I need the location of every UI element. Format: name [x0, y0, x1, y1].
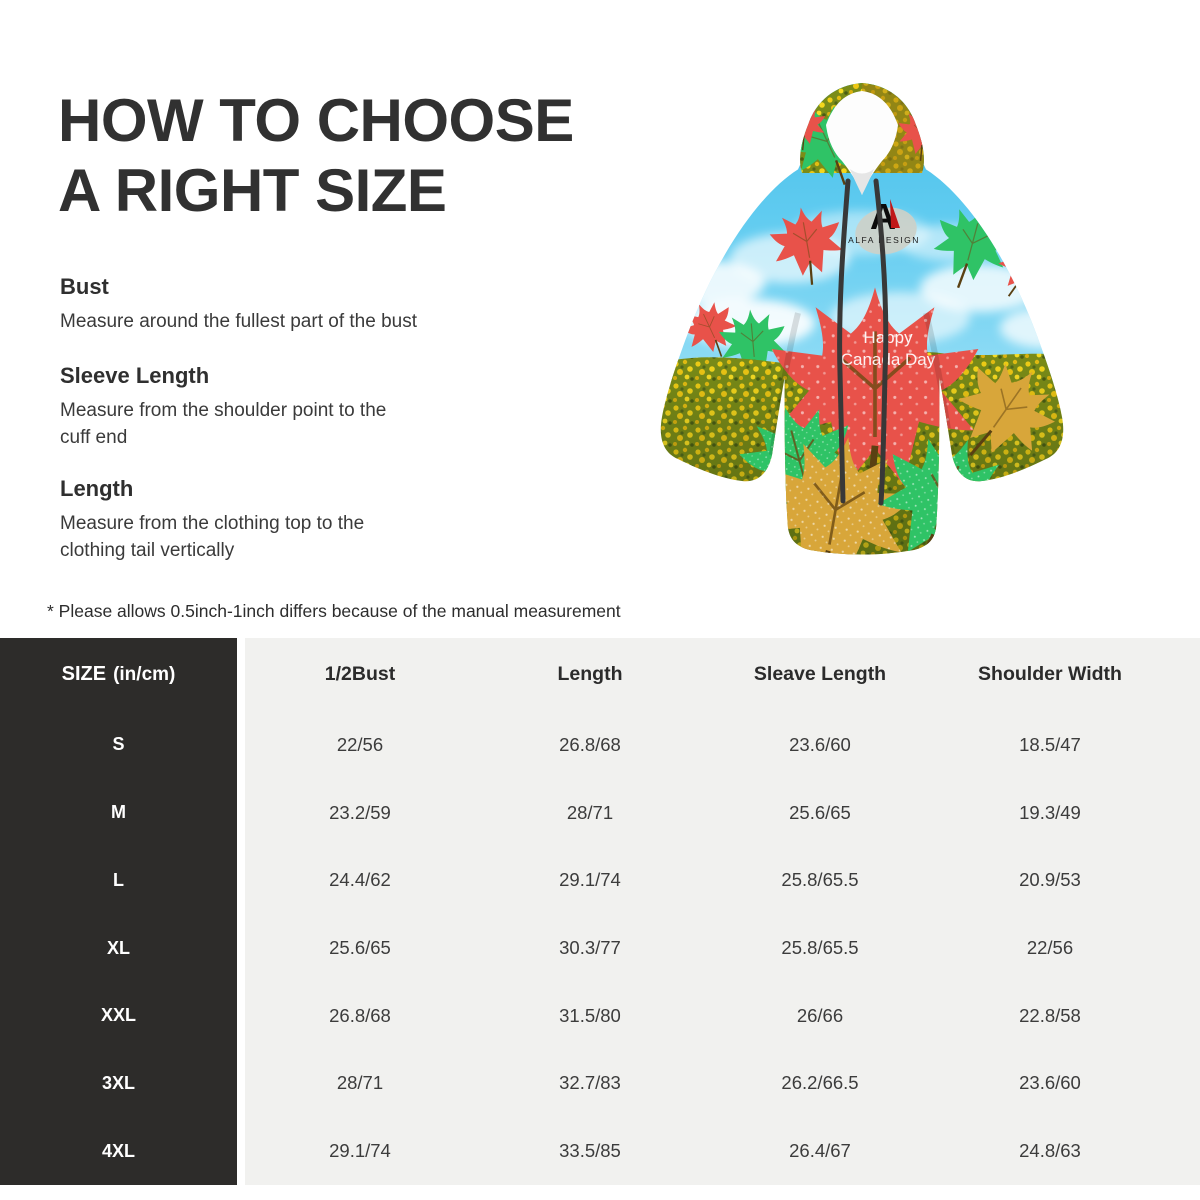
- drawstring-left: [837, 178, 851, 504]
- measurement-section: Sleeve Length Measure from the shoulder …: [60, 363, 386, 451]
- section-heading: Bust: [60, 274, 109, 299]
- section-heading: Sleeve Length: [60, 363, 210, 388]
- size-label: 4XL: [101, 1140, 135, 1161]
- size-value: 22.8/58: [1019, 1004, 1081, 1026]
- size-label: M: [111, 802, 126, 823]
- size-value: 29.1/74: [329, 1140, 391, 1162]
- brand-monogram-accent: [890, 199, 900, 228]
- table-row: XXL 26.8/68 31.5/80 26/66 22.8/58: [0, 982, 1200, 1050]
- size-value: 28/71: [336, 1072, 384, 1094]
- measurement-section: Length Measure from the clothing top to …: [60, 476, 364, 564]
- hood-inner-shadow: [850, 169, 874, 195]
- hood-inner-lining: [826, 91, 898, 195]
- table-row: L 24.4/62 29.1/74 25.8/65.5 20.9/53: [0, 846, 1200, 914]
- size-label: XXL: [100, 1005, 136, 1026]
- maple-leaf-icon: [1028, 273, 1064, 338]
- size-value: 20.9/53: [1019, 869, 1081, 891]
- section-description-line: Measure from the shoulder point to the: [60, 400, 387, 421]
- size-value: 29.1/74: [559, 869, 621, 891]
- drawstring-right: [873, 178, 889, 506]
- section-description-line: cuff end: [60, 427, 128, 448]
- table-row: 4XL 29.1/74 33.5/85 26.4/67 24.8/63: [0, 1117, 1200, 1185]
- size-column-background: [0, 638, 237, 1185]
- size-value: 25.6/65: [789, 801, 851, 823]
- hood: [776, 83, 947, 201]
- print-text-line2: Canada Day: [841, 350, 936, 369]
- size-value: 25.8/65.5: [781, 937, 859, 959]
- measurement-note: * Please allows 0.5inch-1inch differs be…: [47, 601, 621, 621]
- measurement-section: Bust Measure around the fullest part of …: [60, 274, 417, 335]
- section-description-line: Measure around the fullest part of the b…: [60, 311, 417, 332]
- size-label: L: [113, 869, 124, 890]
- size-value: 26.4/67: [789, 1140, 851, 1162]
- size-value: 24.4/62: [329, 869, 391, 891]
- size-value: 23.6/60: [1019, 1072, 1081, 1094]
- table-row: S 22/56 26.8/68 23.6/60 18.5/47: [0, 711, 1200, 779]
- size-value: 22/56: [1026, 937, 1074, 959]
- size-value: 31.5/80: [559, 1004, 621, 1026]
- section-heading: Length: [60, 476, 134, 501]
- table-row: 3XL 28/71 32.7/83 26.2/66.5 23.6/60: [0, 1050, 1200, 1118]
- size-table: SIZE (in/cm) 1/2Bust Length Sleave Length…: [0, 638, 1200, 1185]
- size-label: 3XL: [101, 1072, 135, 1093]
- table-background: [245, 638, 1200, 1185]
- size-header-unit: (in/cm): [113, 664, 176, 685]
- table-row: M 23.2/59 28/71 25.6/65 19.3/49: [0, 779, 1200, 847]
- size-label: XL: [106, 937, 130, 958]
- size-value: 23.6/60: [789, 733, 851, 755]
- size-column-header: SIZE (in/cm): [0, 663, 237, 686]
- size-value: 18.5/47: [1019, 733, 1081, 755]
- size-header-label: SIZE: [61, 663, 107, 685]
- table-row: XL 25.6/65 30.3/77 25.8/65.5 22/56: [0, 914, 1200, 982]
- column-header-length: Length: [557, 663, 623, 685]
- column-header-shoulder-width: Shoulder Width: [978, 663, 1122, 685]
- column-header-half-bust: 1/2Bust: [324, 663, 396, 685]
- size-value: 25.6/65: [329, 937, 391, 959]
- size-value: 19.3/49: [1019, 801, 1081, 823]
- size-value: 26.8/68: [559, 733, 621, 755]
- size-value: 33.5/85: [559, 1140, 621, 1162]
- section-description-line: clothing tail vertically: [60, 540, 235, 561]
- size-value: 22/56: [336, 733, 384, 755]
- table-header-row: SIZE (in/cm) 1/2Bust Length Sleave Length…: [0, 638, 1200, 711]
- size-value: 24.8/63: [1019, 1140, 1081, 1162]
- section-description-line: Measure from the clothing top to the: [60, 513, 365, 534]
- size-label: S: [112, 734, 125, 755]
- size-value: 30.3/77: [559, 937, 621, 959]
- size-value: 32.7/83: [559, 1072, 621, 1094]
- size-value: 26.2/66.5: [781, 1072, 859, 1094]
- size-value: 23.2/59: [329, 801, 391, 823]
- hoodie-product-image: Happy Canada Day A ALFA DESIGN: [660, 83, 1064, 555]
- column-header-sleeve-length: Sleave Length: [753, 663, 887, 685]
- size-value: 26.8/68: [329, 1004, 391, 1026]
- page-title-line2: A RIGHT SIZE: [58, 157, 447, 224]
- size-value: 25.8/65.5: [781, 869, 859, 891]
- size-value: 28/71: [566, 801, 614, 823]
- size-value: 26/66: [796, 1004, 844, 1026]
- page-title: HOW TO CHOOSE A RIGHT SIZE: [58, 86, 574, 226]
- page-title-line1: HOW TO CHOOSE: [58, 87, 574, 154]
